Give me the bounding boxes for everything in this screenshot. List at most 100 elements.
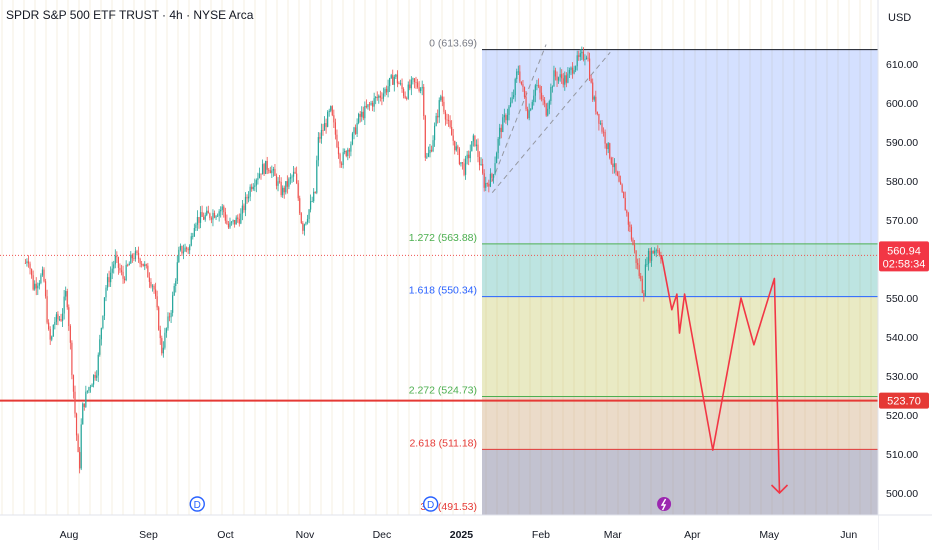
candle-body [134, 251, 137, 259]
candle-body [441, 96, 443, 102]
candle-body [334, 122, 336, 135]
candle-body [635, 250, 637, 264]
fib-zone [482, 396, 878, 450]
candle-body [339, 154, 341, 164]
candle-body [491, 173, 493, 178]
candle-body [113, 264, 115, 269]
candle-body [269, 170, 271, 174]
candle-body [316, 160, 318, 193]
event-bolt-glyph [660, 498, 667, 511]
candle-body [172, 295, 174, 313]
candle-body [525, 96, 527, 110]
candle-body [381, 97, 383, 99]
candle-body [657, 250, 659, 252]
candle-body [536, 85, 538, 87]
candle-body [106, 277, 109, 288]
x-tick-label: Jun [840, 529, 857, 541]
candle-body [432, 140, 434, 152]
candle-body [235, 217, 237, 225]
currency-label[interactable]: USD [888, 12, 912, 24]
candle-body [354, 127, 357, 135]
candle-body [65, 291, 67, 297]
fib-level-label: 2.618 (511.18) [409, 437, 477, 449]
candle-body [598, 113, 600, 124]
candle-body [207, 210, 209, 214]
current-price-badge [879, 241, 929, 272]
candle-body [85, 391, 87, 407]
candle-body [640, 275, 642, 279]
fib-level-label: 1.618 (550.34) [409, 285, 477, 297]
candle-body [288, 178, 290, 187]
candle-body [215, 216, 217, 218]
candle-body [638, 264, 640, 276]
candle-body [565, 75, 567, 83]
candle-body [399, 83, 402, 85]
candle-body [540, 92, 543, 100]
candle-body [258, 173, 261, 178]
candle-body [590, 78, 592, 83]
candle-body [340, 163, 343, 165]
y-tick-label: 520.00 [886, 410, 918, 422]
candle-body [592, 82, 594, 100]
candle-body [654, 250, 656, 254]
candle-body [478, 156, 481, 166]
y-tick-label: 540.00 [886, 332, 918, 344]
candle-body [303, 224, 305, 231]
candle-body [223, 206, 225, 213]
candle-body [424, 115, 426, 158]
dividend-icon-glyph: D [194, 500, 201, 511]
candle-body [438, 100, 440, 118]
candle-body [534, 85, 536, 96]
candle-body [294, 171, 296, 174]
candle-body [485, 183, 487, 188]
x-tick-label: 2025 [450, 529, 474, 541]
candle-body [309, 201, 312, 210]
dividend-icon[interactable] [422, 496, 439, 512]
dividend-icon[interactable] [189, 496, 205, 512]
candle-body [530, 109, 532, 111]
candle-body [516, 71, 518, 80]
candle-body [632, 239, 634, 245]
candle-body [154, 289, 157, 297]
candle-body [61, 313, 64, 321]
candle-body [362, 111, 364, 119]
candle-body [232, 219, 234, 222]
candle-body [556, 76, 558, 81]
candle-body [119, 267, 121, 271]
candle-body [333, 115, 335, 123]
candle-body [395, 74, 397, 77]
candle-body [451, 127, 453, 136]
candle-body [88, 387, 90, 391]
candle-body [595, 96, 597, 112]
projection-arrowhead [770, 484, 789, 495]
candle-body [415, 81, 417, 83]
candle-body [331, 106, 333, 116]
price-scale[interactable] [878, 0, 932, 550]
candle-body [193, 228, 195, 237]
candle-body [593, 96, 595, 100]
candle-body [426, 156, 428, 158]
candle-body [489, 173, 491, 187]
candle-body [613, 163, 615, 168]
event-bolt-icon[interactable] [657, 497, 672, 511]
candle-body [224, 212, 226, 221]
candle-body [454, 140, 456, 151]
candle-body [440, 96, 442, 101]
candle-body [286, 181, 288, 187]
time-scale[interactable] [0, 515, 878, 550]
candle-body [633, 244, 636, 251]
candle-body [151, 285, 154, 287]
candle-body [116, 255, 118, 258]
candle-body [144, 264, 146, 267]
trend-channel-upper [491, 44, 547, 182]
candle-body [91, 384, 93, 387]
candle-body [292, 171, 295, 177]
candle-body [182, 251, 185, 254]
candle-body [69, 326, 71, 343]
candle-body [156, 296, 158, 308]
candle-body [531, 101, 533, 110]
projection-path[interactable] [660, 254, 781, 494]
candle-body [548, 101, 550, 109]
